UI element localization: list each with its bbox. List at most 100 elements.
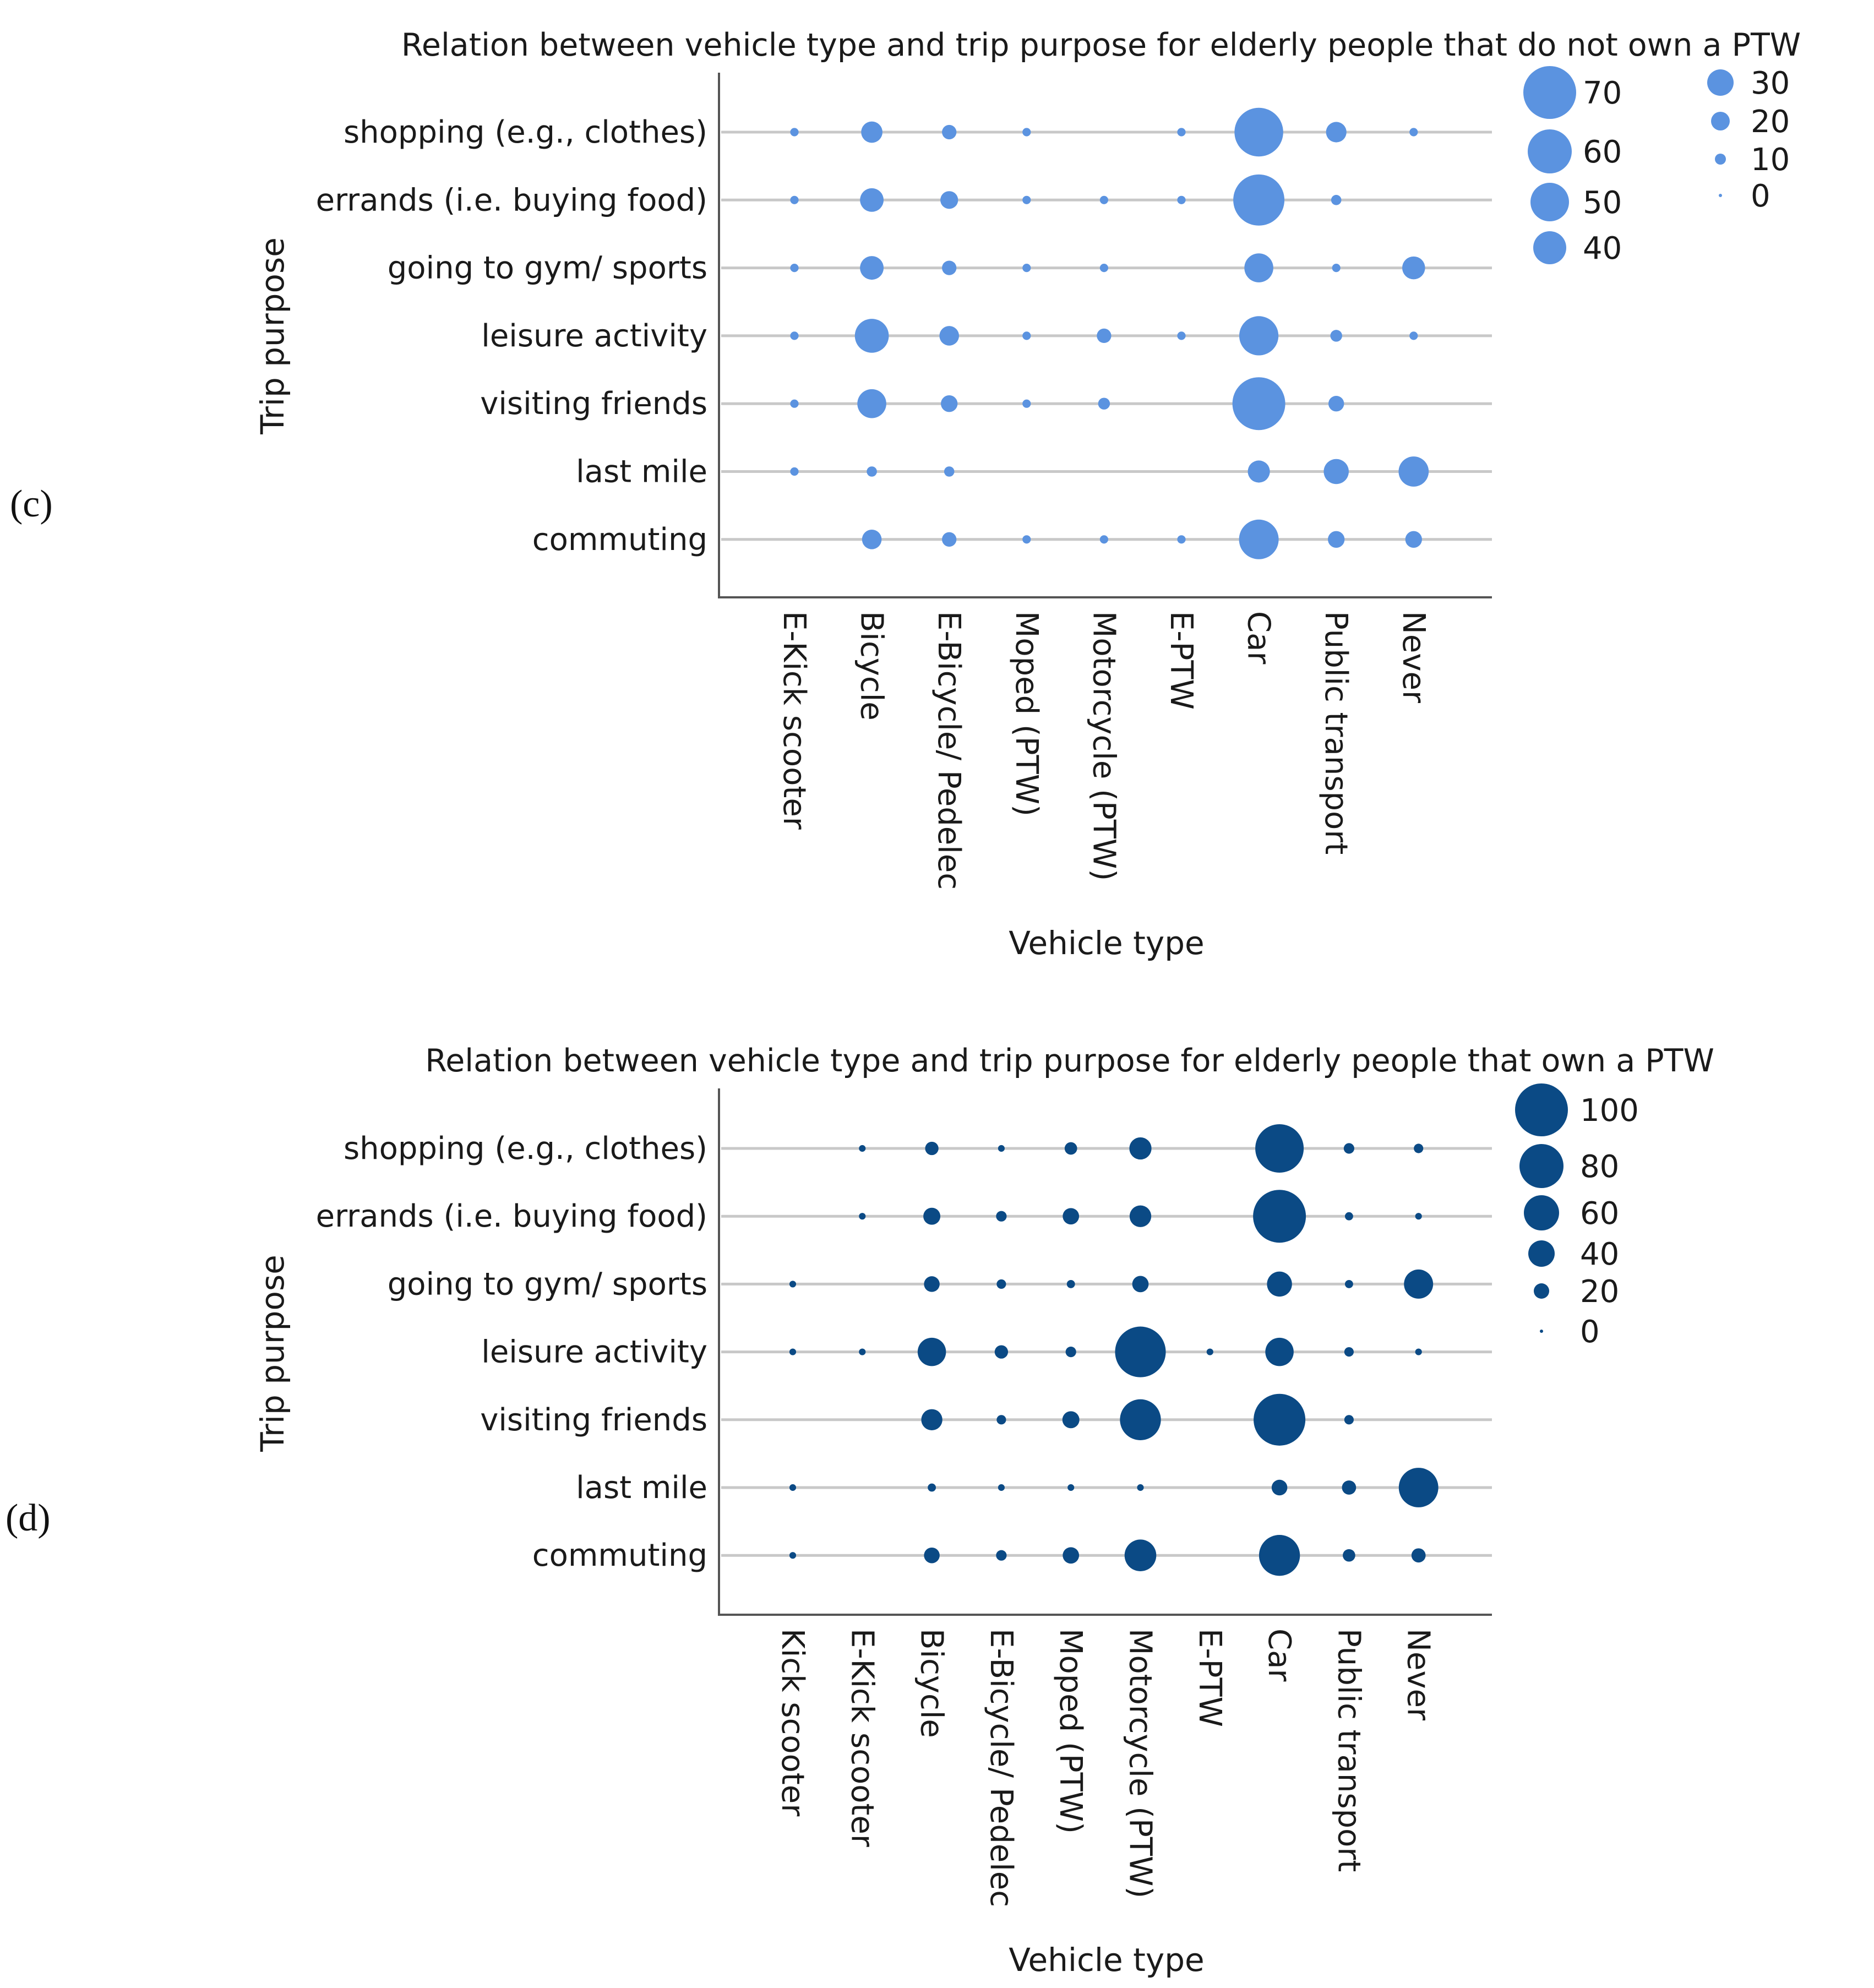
chart-c-y-tick-shopping-e-g-clothes: shopping (e.g., clothes) (344, 115, 707, 150)
chart-c-bubble-going-to-gym-sports-never (1402, 256, 1425, 280)
chart-d-bubble-going-to-gym-sports-never (1404, 1269, 1434, 1299)
chart-c-bubble-leisure-activity-never (1409, 331, 1418, 340)
chart-c-bubbles (790, 107, 1429, 559)
chart-d-bubble-errands-i-e-buying-food-bicycle (923, 1207, 941, 1225)
chart-c-bubble-going-to-gym-sports-public-transport (1332, 264, 1341, 273)
chart-d-bubble-visiting-friends-bicycle (921, 1409, 943, 1430)
chart-d-y-tick-shopping-e-g-clothes: shopping (e.g., clothes) (344, 1131, 707, 1167)
chart-c-bubble-shopping-e-g-clothes-bicycle (861, 121, 882, 143)
chart-c-bubble-leisure-activity-e-kick-scooter (790, 331, 799, 340)
chart-c-x-tick-public-transport: Public transport (1318, 611, 1354, 854)
chart-d-bubble-shopping-e-g-clothes-e-bicycle-pedelec (998, 1145, 1005, 1152)
chart-d-bubble-last-mile-e-bicycle-pedelec (998, 1484, 1005, 1491)
chart-d-bubble-going-to-gym-sports-motorcycle-ptw (1132, 1276, 1149, 1293)
chart-d-bubbles (789, 1124, 1439, 1576)
chart-c-bubble-visiting-friends-moped-ptw (1022, 399, 1031, 408)
chart-d-bubble-leisure-activity-never (1415, 1348, 1422, 1355)
chart-d-bubble-going-to-gym-sports-car (1267, 1271, 1292, 1297)
chart-c-bubble-last-mile-e-bicycle-pedelec (944, 466, 955, 477)
chart-d-x-tick-car: Car (1261, 1628, 1297, 1682)
chart-c-legend-label-20: 20 (1751, 104, 1790, 140)
chart-c-bubble-errands-i-e-buying-food-bicycle (860, 188, 884, 212)
chart-d-x-tick-moped-ptw: Moped (PTW) (1053, 1628, 1088, 1834)
chart-d-bubble-going-to-gym-sports-public-transport (1344, 1279, 1353, 1288)
chart-c-bubble-leisure-activity-e-ptw (1177, 331, 1186, 340)
chart-d-bubble-leisure-activity-public-transport (1344, 1347, 1354, 1357)
chart-d-bubble-shopping-e-g-clothes-moped-ptw (1064, 1142, 1077, 1155)
chart-d-bubble-commuting-bicycle (924, 1547, 940, 1564)
chart-d-bubble-commuting-never (1411, 1548, 1426, 1563)
chart-d-y-axis-title: Trip purpose (254, 1255, 291, 1452)
chart-d-bubble-going-to-gym-sports-e-bicycle-pedelec (996, 1279, 1006, 1289)
chart-c-x-axis-title: Vehicle type (1009, 924, 1204, 962)
chart-c-bubble-commuting-moped-ptw (1022, 535, 1031, 544)
chart-d-legend-label-40: 40 (1580, 1237, 1619, 1272)
chart-c-bubble-shopping-e-g-clothes-e-kick-scooter (790, 128, 799, 137)
chart-d-bubble-shopping-e-g-clothes-motorcycle-ptw (1129, 1137, 1152, 1160)
chart-d-bubble-going-to-gym-sports-moped-ptw (1066, 1279, 1075, 1288)
chart-d-bubble-leisure-activity-e-kick-scooter (859, 1348, 866, 1355)
chart-c-legend-bubble-0 (1719, 194, 1722, 197)
chart-c-bubble-going-to-gym-sports-moped-ptw (1022, 264, 1031, 273)
chart-d-bubble-shopping-e-g-clothes-bicycle (925, 1141, 939, 1156)
chart-c-y-tick-last-mile: last mile (576, 454, 707, 490)
chart-c-bubble-errands-i-e-buying-food-e-bicycle-pedelec (940, 191, 958, 209)
chart-d-legend-label-60: 60 (1580, 1196, 1619, 1232)
chart-d-x-tick-public-transport: Public transport (1331, 1628, 1366, 1872)
chart-c-y-tick-leisure-activity: leisure activity (481, 318, 707, 354)
chart-d-bubble-commuting-e-bicycle-pedelec (996, 1550, 1007, 1561)
chart-d-x-tick-motorcycle-ptw: Motorcycle (PTW) (1123, 1628, 1158, 1898)
chart-c-bubble-commuting-motorcycle-ptw (1099, 535, 1108, 544)
chart-c-bubble-commuting-e-bicycle-pedelec (942, 532, 957, 547)
chart-d-bubble-last-mile-bicycle (928, 1483, 936, 1492)
chart-d-y-tick-going-to-gym-sports: going to gym/ sports (388, 1266, 707, 1302)
chart-c-y-tick-going-to-gym-sports: going to gym/ sports (388, 250, 707, 286)
chart-c-x-tick-labels: E-Kick scooter Bicycle E-Bicycle/ Pedelec M… (776, 611, 1431, 890)
chart-d-bubble-visiting-friends-motorcycle-ptw (1120, 1399, 1161, 1440)
chart-c-bubble-going-to-gym-sports-motorcycle-ptw (1099, 264, 1108, 273)
chart-d-bubble-leisure-activity-bicycle (917, 1337, 946, 1366)
chart-c-legend-bubble-70 (1523, 66, 1576, 119)
chart-d-bubble-last-mile-never (1398, 1468, 1439, 1507)
chart-c-x-tick-e-kick-scooter: E-Kick scooter (776, 611, 812, 830)
chart-d-x-tick-never: Never (1401, 1628, 1436, 1721)
chart-d-legend-label-100: 100 (1580, 1093, 1639, 1129)
chart-c-bubble-leisure-activity-moped-ptw (1022, 331, 1031, 340)
chart-d-y-tick-visiting-friends: visiting friends (480, 1402, 707, 1438)
chart-c-bubble-leisure-activity-bicycle (854, 319, 889, 353)
chart-c-legend-label-0: 0 (1751, 178, 1771, 214)
chart-d-bubble-leisure-activity-e-ptw (1206, 1348, 1213, 1355)
chart-c-legend-bubble-10 (1715, 154, 1726, 165)
chart-c-bubble-going-to-gym-sports-bicycle (860, 256, 884, 280)
chart-d-y-tick-leisure-activity: leisure activity (481, 1335, 707, 1370)
chart-c-bubble-leisure-activity-e-bicycle-pedelec (939, 326, 959, 346)
chart-d-bubble-last-mile-car (1271, 1479, 1288, 1496)
chart-d-bubble-leisure-activity-e-bicycle-pedelec (994, 1345, 1009, 1359)
chart-d-bubble-errands-i-e-buying-food-e-bicycle-pedelec (996, 1211, 1007, 1222)
chart-c-bubble-visiting-friends-public-transport (1328, 396, 1344, 412)
chart-c: Relation between vehicle type and trip p… (254, 27, 1801, 962)
chart-d-y-tick-labels: shopping (e.g., clothes) errands (i.e. bu… (316, 1131, 707, 1573)
chart-d-bubble-last-mile-kick-scooter (789, 1484, 797, 1491)
chart-d-x-tick-e-kick-scooter: E-Kick scooter (844, 1628, 880, 1848)
chart-c-bubble-visiting-friends-motorcycle-ptw (1098, 397, 1110, 410)
chart-d-bubble-commuting-moped-ptw (1063, 1547, 1080, 1564)
chart-c-x-tick-e-ptw: E-PTW (1163, 611, 1199, 710)
chart-d-y-tick-commuting: commuting (532, 1538, 707, 1573)
chart-c-legend-label-10: 10 (1751, 142, 1790, 178)
chart-d-bubble-leisure-activity-motorcycle-ptw (1115, 1326, 1166, 1377)
chart-c-legend-bubble-20 (1711, 112, 1730, 130)
chart-d-bubble-commuting-kick-scooter (789, 1552, 797, 1559)
chart-c-bubble-last-mile-e-kick-scooter (790, 467, 799, 476)
chart-d-x-axis-title: Vehicle type (1009, 1941, 1204, 1979)
panel-label-c: (c) (10, 483, 53, 525)
chart-d-bubble-visiting-friends-e-bicycle-pedelec (996, 1415, 1006, 1425)
chart-c-bubble-shopping-e-g-clothes-e-bicycle-pedelec (942, 124, 957, 140)
chart-d-x-tick-labels: Kick scooter E-Kick scooter Bicycle E-Bicyc… (775, 1628, 1436, 1907)
chart-c-axes (718, 73, 1492, 598)
chart-d-bubble-shopping-e-g-clothes-car (1255, 1124, 1304, 1173)
chart-c-y-tick-visiting-friends: visiting friends (480, 386, 707, 422)
chart-c-bubble-last-mile-car (1247, 460, 1270, 483)
